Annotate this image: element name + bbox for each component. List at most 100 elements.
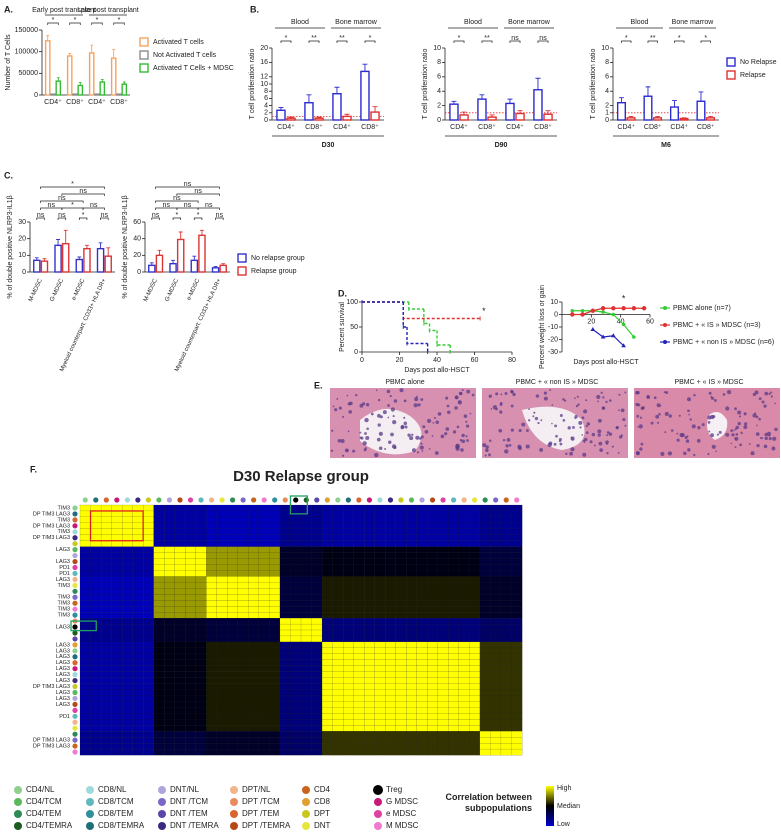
nucleus <box>622 417 626 422</box>
heatmap-cell <box>290 641 302 649</box>
heatmap-cell <box>269 558 281 565</box>
heatmap-cell <box>143 558 154 565</box>
heatmap-cell <box>290 576 302 583</box>
heatmap-cell <box>385 552 396 559</box>
nucleus <box>656 403 661 408</box>
significance-label: ns <box>48 202 56 209</box>
heatmap-cell <box>122 564 133 571</box>
nucleus <box>591 432 596 437</box>
heatmap-cell <box>143 725 154 732</box>
heatmap-cell <box>385 546 396 553</box>
nucleus <box>636 414 640 418</box>
heatmap-cell <box>279 570 291 577</box>
row-dot <box>72 564 78 571</box>
bar <box>696 100 706 121</box>
heatmap-cell <box>132 582 144 589</box>
heatmap-cell <box>195 707 207 714</box>
heatmap-cell <box>416 719 428 726</box>
heatmap-cell <box>437 546 449 553</box>
x-tick-label: CD4⁺ <box>277 124 295 131</box>
heatmap-cell <box>500 701 512 708</box>
row-label: LAG3 <box>56 654 70 660</box>
nucleus <box>752 413 757 418</box>
heatmap-cell <box>406 618 418 625</box>
nucleus <box>725 406 730 411</box>
heatmap-cell <box>416 516 428 524</box>
heatmap-cell <box>90 743 102 750</box>
heatmap-cell <box>258 629 270 637</box>
heatmap-cell <box>122 725 133 732</box>
heatmap-cell <box>416 677 428 684</box>
heatmap-cell <box>385 540 396 547</box>
x-tick-label: CD8⁺ <box>478 124 496 131</box>
heatmap-cell <box>164 737 175 744</box>
row-dot <box>72 689 78 696</box>
heatmap-cell <box>111 570 123 577</box>
heatmap-cell <box>122 677 133 684</box>
heatmap-cell <box>111 707 123 714</box>
nucleus <box>488 453 491 457</box>
column-dot <box>493 497 499 503</box>
heatmap-cell <box>437 677 449 684</box>
legend-swatch <box>86 798 94 806</box>
heatmap-cell <box>300 743 312 750</box>
heatmap-cell <box>164 707 175 714</box>
heatmap-cell <box>122 540 133 547</box>
weight-point <box>590 327 596 331</box>
heatmap-cell <box>490 689 502 696</box>
heatmap-cell <box>174 713 186 720</box>
nucleus <box>364 447 367 450</box>
heatmap-cell <box>490 623 502 631</box>
error-bar <box>77 256 82 260</box>
heatmap-cell <box>143 534 154 541</box>
nucleus <box>611 445 614 448</box>
heatmap-cell <box>343 570 354 577</box>
nucleus <box>389 394 392 398</box>
nucleus <box>500 393 503 396</box>
survival-step <box>406 327 428 345</box>
y-tick-label: 20 <box>133 252 141 259</box>
heatmap-cell <box>332 701 344 708</box>
heatmap-cell <box>458 719 470 726</box>
heatmap-cell <box>206 725 218 732</box>
heatmap-cell <box>395 677 407 684</box>
heatmap-cell <box>511 629 523 637</box>
heatmap-cell <box>153 635 165 643</box>
heatmap-cell <box>343 522 354 530</box>
nucleus <box>641 406 645 410</box>
heatmap-cell <box>195 665 207 672</box>
significance-label: * <box>197 212 200 219</box>
heatmap-cell <box>458 564 470 571</box>
heatmap-cell <box>374 743 386 750</box>
legend-swatch <box>237 253 247 263</box>
nucleus <box>386 389 391 394</box>
error-bar <box>372 106 378 113</box>
heatmap-cell <box>374 600 386 607</box>
heatmap-cell <box>174 582 186 589</box>
heatmap-cell <box>185 600 197 607</box>
heatmap-cell <box>216 522 228 530</box>
heatmap-cell <box>174 522 186 530</box>
nucleus <box>485 448 489 453</box>
nucleus <box>331 429 334 432</box>
heatmap-cell <box>385 516 396 524</box>
bar <box>54 244 62 273</box>
heatmap-cell <box>395 588 407 595</box>
heatmap-cell <box>448 748 460 756</box>
heatmap-cell <box>364 552 375 559</box>
legend-label: No relapse group <box>251 255 305 262</box>
column-dot <box>366 497 373 503</box>
nucleus <box>743 425 748 430</box>
heatmap-cell <box>364 653 375 661</box>
heatmap-cell <box>153 695 165 702</box>
heatmap-cell <box>132 534 144 541</box>
weight-point <box>580 308 585 313</box>
nucleus <box>606 431 610 434</box>
heatmap-cell <box>79 623 91 631</box>
heatmap-cell <box>216 510 228 518</box>
heatmap-cell <box>406 588 418 595</box>
heatmap-cell <box>206 647 218 655</box>
significance-label: ns <box>184 181 192 188</box>
heatmap-cell <box>353 618 365 625</box>
significance-label: * <box>176 212 179 219</box>
